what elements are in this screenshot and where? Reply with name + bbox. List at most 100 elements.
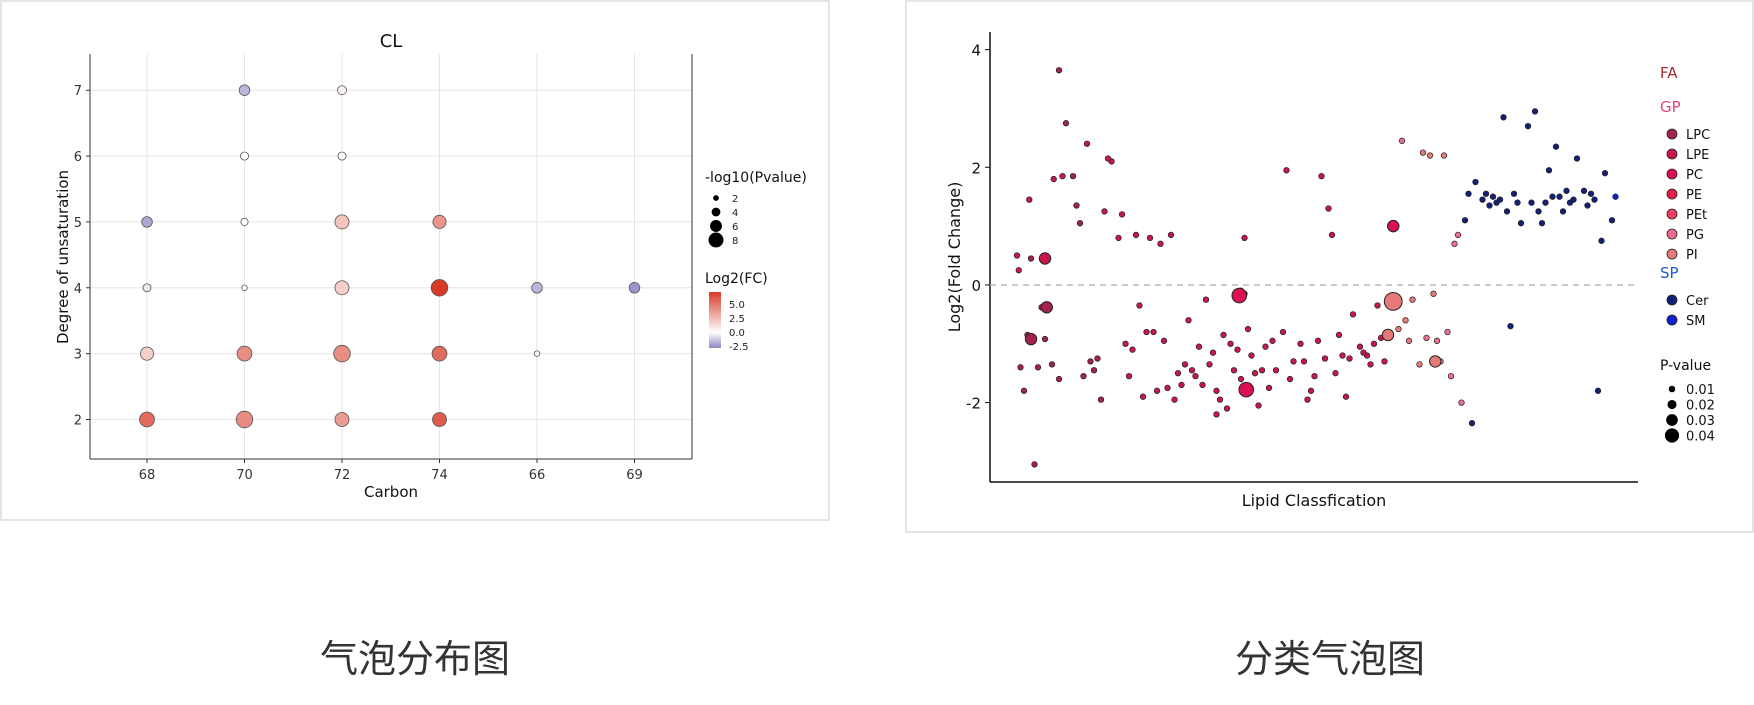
data-point-lpe (1374, 302, 1381, 309)
data-point-pg (1423, 334, 1430, 342)
data-point-lpe (1297, 340, 1304, 347)
data-point-lpc (1041, 335, 1049, 343)
data-point-lpc (1034, 364, 1042, 371)
data-point-pi (1416, 361, 1423, 368)
data-point-lpc (1055, 67, 1063, 74)
data-point-cer (1535, 208, 1542, 215)
bubble-point (337, 85, 347, 96)
data-point-lpe (1241, 234, 1248, 242)
data-point-lpe (1220, 331, 1227, 339)
data-point-lpe (1213, 387, 1220, 394)
bubble-point (333, 344, 351, 363)
y-tick-label: 6 (74, 150, 82, 165)
x-axis-label: Lipid Classfication (1242, 491, 1387, 510)
data-point-lpc (1087, 358, 1094, 365)
bubble-point (431, 345, 448, 362)
data-point-lpe (1234, 346, 1241, 353)
data-point-lpe (1192, 372, 1199, 380)
data-point-pg (1458, 399, 1465, 406)
legend-label-sm: SM (1686, 314, 1705, 329)
color-legend-title: Log2(FC) (705, 271, 768, 287)
data-point-lpe (1258, 367, 1266, 374)
y-tick-label: 2 (74, 413, 82, 428)
data-point-lpe (1356, 343, 1364, 350)
data-point-lpc (1069, 172, 1077, 180)
data-point-lpe (1216, 396, 1224, 403)
bubble-point (238, 84, 251, 96)
data-point-lpe (1307, 387, 1315, 394)
data-point-pi (1440, 152, 1448, 159)
legend-swatch-pe (1666, 188, 1678, 200)
data-point-lpe (1314, 337, 1322, 344)
size-legend-dot (1664, 428, 1680, 443)
data-point-lpe (1230, 367, 1238, 374)
data-point-lpe (1083, 140, 1091, 147)
data-point-lpe (1335, 331, 1343, 339)
legend-label-pc: PC (1686, 168, 1703, 183)
data-point-lpe (1015, 267, 1022, 274)
classification-bubble-panel: 4 2 0 -2 Lipid Classfication Log2(Fold Change… (905, 0, 1754, 533)
data-point-lpe (1265, 384, 1273, 392)
data-point-lpe (1360, 349, 1367, 356)
bubble-point (139, 346, 154, 361)
data-point-lpe (1209, 349, 1217, 356)
bubble-point (241, 284, 248, 291)
size-legend-title: P-value (1660, 358, 1711, 374)
bubble-point (240, 217, 249, 226)
data-point-large (1381, 328, 1395, 342)
x-tick-label: 74 (431, 468, 448, 483)
data-point-lpe (1059, 172, 1066, 180)
legend-label-lpe: LPE (1686, 148, 1709, 163)
bubble-point (334, 280, 350, 296)
data-point-cer (1552, 143, 1560, 150)
size-legend-label: 4 (732, 208, 738, 219)
y-tick-label: 4 (74, 282, 82, 297)
data-point-lpe (1332, 370, 1339, 377)
data-point-cer (1601, 170, 1609, 177)
data-point-pi (1405, 337, 1413, 344)
x-tick-label: 72 (334, 468, 351, 483)
legend-swatch-lpe (1666, 148, 1678, 160)
data-point-lpe (1325, 205, 1332, 212)
legend-swatch-pg (1666, 228, 1678, 240)
data-point-lpe (1213, 411, 1220, 418)
legend-group-fa: FA (1660, 64, 1678, 82)
caption-bubble-distribution: 气泡分布图 (319, 637, 510, 681)
chart-title: CL (380, 31, 403, 52)
data-point-large (1024, 332, 1038, 346)
data-point-large (1387, 219, 1400, 233)
x-tick-label: 68 (139, 468, 156, 483)
y-tick-label: -2 (966, 395, 981, 413)
data-point-large (1231, 287, 1248, 304)
data-point-cer (1514, 199, 1521, 206)
bubble-point (235, 410, 254, 429)
data-point-lpc (1048, 361, 1056, 368)
legend-swatch-lpc (1666, 128, 1678, 140)
legend-swatch-cer (1666, 294, 1678, 306)
bubble-point (240, 151, 249, 161)
data-point-cer (1486, 202, 1493, 209)
data-point-lpe (1143, 328, 1150, 336)
size-legend-dot (711, 207, 721, 217)
data-point-pi (1409, 296, 1416, 303)
data-point-lpe (1115, 234, 1122, 242)
data-point-lpc (1031, 461, 1038, 468)
data-point-cer (1461, 217, 1469, 224)
data-point-cer (1517, 220, 1525, 227)
data-point-lpe (1328, 231, 1336, 239)
bubble-point (337, 151, 347, 161)
bubble-distribution-panel: CL 2 3 4 5 6 7 68 70 72 74 66 69 Carbon Degree of unsa… (0, 0, 830, 521)
data-point-lpe (1171, 396, 1178, 403)
data-point-large (1383, 292, 1403, 311)
size-legend-label: 0.04 (1686, 430, 1715, 445)
data-point-pg (1444, 328, 1451, 336)
data-point-lpe (1349, 311, 1357, 318)
data-point-lpc (1017, 364, 1024, 371)
size-legend-dot (708, 232, 724, 248)
size-legend-label: 8 (732, 236, 738, 247)
data-point-lpe (1381, 358, 1388, 365)
legend-label-pi: PI (1686, 248, 1698, 263)
data-point-cer (1598, 237, 1605, 244)
data-point-lpe (1174, 370, 1182, 377)
